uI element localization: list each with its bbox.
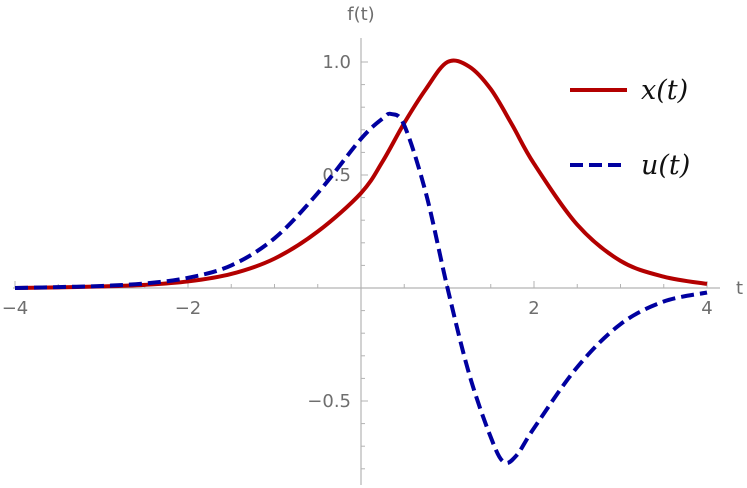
series-layer	[14, 58, 708, 466]
axes: −4 −2 2 4−0.50.51.0tf(t)	[2, 4, 743, 485]
y-tick-label: 1.0	[322, 52, 351, 73]
x-tick-label: −2	[175, 298, 202, 319]
legend-label: u(t)	[641, 150, 690, 181]
y-tick-label: −0.5	[307, 391, 351, 412]
x-tick-label: 2	[528, 298, 539, 319]
x-tick-label: −4	[2, 298, 29, 319]
x-tick-label: 4	[701, 298, 712, 319]
y-axis-label: f(t)	[347, 4, 374, 25]
x-axis-label: t	[736, 278, 743, 299]
series-line-u	[14, 111, 708, 466]
legend-label: x(t)	[641, 75, 688, 106]
legend: x(t) u(t)	[570, 75, 690, 181]
